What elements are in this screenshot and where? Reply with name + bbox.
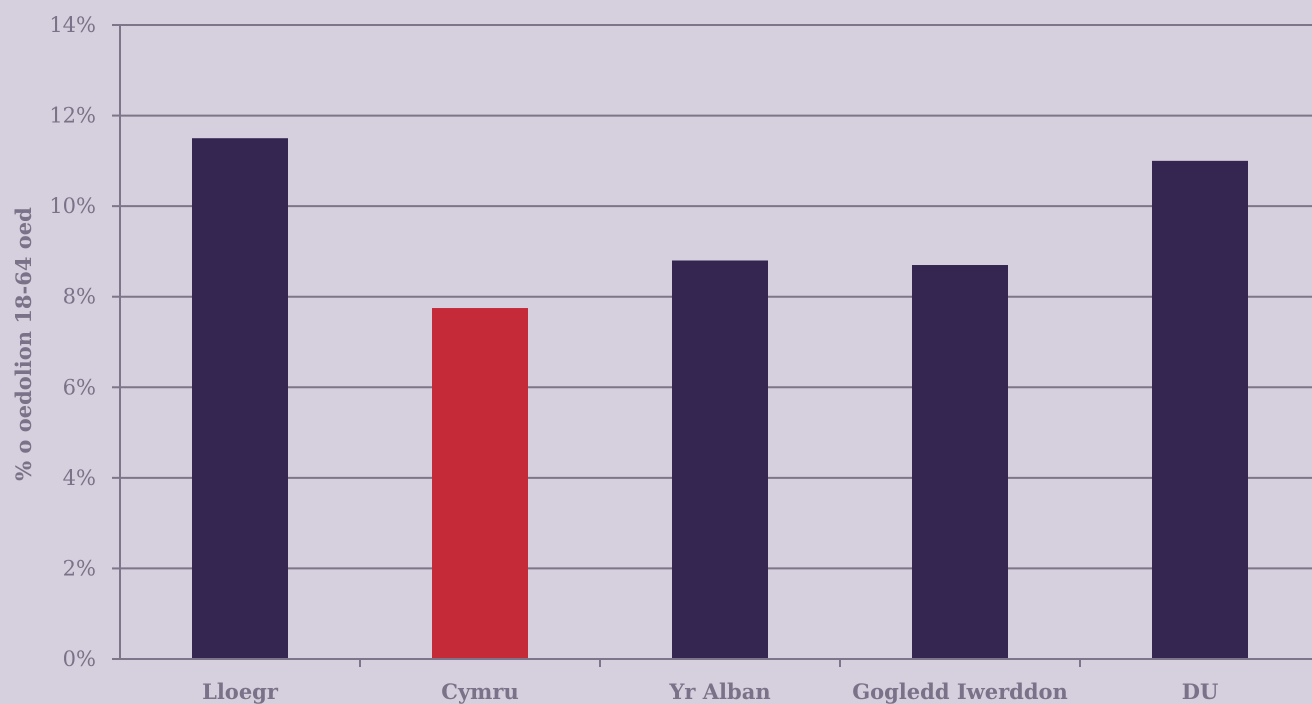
bar-lloegr [192,138,288,659]
y-tick-labels: 0% 2% 4% 6% 8% 10% 12% 14% [49,13,96,671]
bar-gogledd-iwerddon [912,265,1008,659]
y-tick-label: 14% [49,13,96,37]
y-tick-label: 12% [49,104,96,128]
y-tick-label: 10% [49,194,96,218]
x-category-label: Gogledd Iwerddon [852,679,1068,704]
bars [192,138,1248,659]
x-category-label: Cymru [441,679,518,704]
x-category-label: Lloegr [202,679,279,704]
axes [112,24,1312,667]
y-tick-label: 0% [63,647,96,671]
y-tick-label: 6% [63,375,96,399]
bar-yr-alban [672,260,768,659]
y-tick-label: 8% [63,285,96,309]
x-category-label: Yr Alban [668,679,770,704]
x-category-labels: Lloegr Cymru Yr Alban Gogledd Iwerddon DU [202,679,1218,704]
x-category-label: DU [1182,679,1219,704]
y-tick-label: 4% [63,466,96,490]
y-axis-title: % o oedolion 18-64 oed [11,207,36,481]
bar-cymru [432,308,528,659]
y-tick-label: 2% [63,556,96,580]
bar-du [1152,160,1248,659]
